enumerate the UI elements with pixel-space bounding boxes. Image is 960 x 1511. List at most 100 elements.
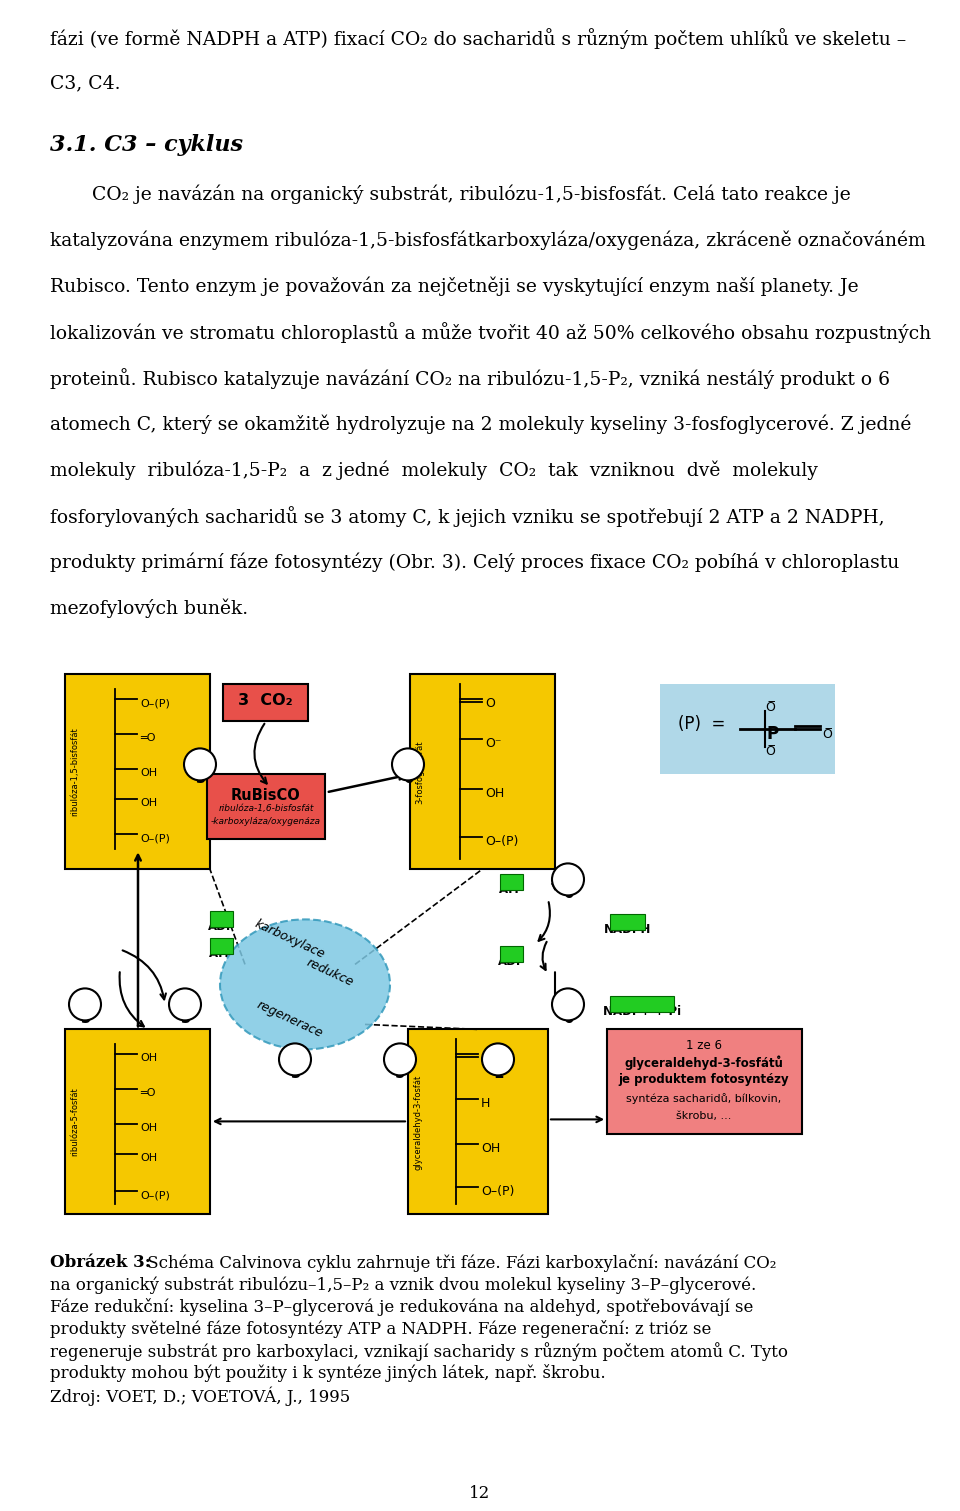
Text: 3.1. C3 – cyklus: 3.1. C3 – cyklus [50,134,243,156]
Text: C3, C4.: C3, C4. [50,74,121,92]
Text: O: O [481,1052,491,1065]
Text: O–(P): O–(P) [140,1191,170,1200]
Text: O–(P): O–(P) [481,1185,515,1198]
Text: karboxylace: karboxylace [252,917,327,961]
Text: O–(P): O–(P) [140,834,170,843]
Circle shape [552,988,584,1020]
Text: glyceraldehyd-3-fosfát: glyceraldehyd-3-fosfát [414,1074,422,1170]
Text: H: H [481,1097,491,1111]
Text: je produktem fotosyntézy: je produktem fotosyntézy [618,1073,789,1086]
Text: molekuly  ribulóza-1,5-P₂  a  z jedné  molekuly  CO₂  tak  vzniknou  dvě  moleku: molekuly ribulóza-1,5-P₂ a z jedné molek… [50,461,818,480]
Circle shape [69,988,101,1020]
Text: na organický substrát ribulózu–1,5–P₂ a vznik dvou molekul kyseliny 3–P–glycerov: na organický substrát ribulózu–1,5–P₂ a … [50,1277,756,1293]
Text: fosforylovaných sacharidů se 3 atomy C, k jejich vzniku se spotřebují 2 ATP a 2 : fosforylovaných sacharidů se 3 atomy C, … [50,506,884,527]
Text: ribulóza-1,5-bisfosfát: ribulóza-1,5-bisfosfát [70,727,80,816]
Text: OH: OH [140,769,157,778]
Text: OH: OH [140,1053,157,1064]
Bar [410,674,555,869]
Circle shape [169,988,201,1020]
Bar [500,946,523,963]
Text: CO₂ je navázán na organický substrát, ribulózu-1,5-bisfosfát. Celá tato reakce j: CO₂ je navázán na organický substrát, ri… [50,184,851,204]
Text: katalyzována enzymem ribulóza-1,5-bisfosfátkarboxyláza/oxygenáza, zkráceně označ: katalyzována enzymem ribulóza-1,5-bisfos… [50,230,925,249]
Text: regeneruje substrát pro karboxylaci, vznikají sacharidy s různým počtem atomů C.: regeneruje substrát pro karboxylaci, vzn… [50,1342,788,1361]
Text: OH: OH [481,1142,500,1154]
Circle shape [384,1044,416,1076]
Text: OH: OH [140,798,157,808]
Text: Fáze redukční: kyselina 3–P–glycerová je redukována na aldehyd, spotřebovávají s: Fáze redukční: kyselina 3–P–glycerová je… [50,1298,754,1316]
Text: ribulóza-1,6-bisfosfát: ribulóza-1,6-bisfosfát [218,804,314,813]
Circle shape [552,863,584,896]
Text: 3: 3 [180,1011,190,1026]
Bar [223,684,308,721]
Circle shape [482,1044,514,1076]
Text: ribulóza-5-fosfát: ribulóza-5-fosfát [70,1088,80,1156]
Text: 1: 1 [492,1065,503,1080]
Text: O–(P): O–(P) [485,836,518,848]
Bar [610,996,674,1012]
Text: 3-fosfoglycerát: 3-fosfoglycerát [416,740,424,804]
Bar [207,775,325,840]
Text: produkty světelné fáze fotosyntézy ATP a NADPH. Fáze regenerační: z trióz se: produkty světelné fáze fotosyntézy ATP a… [50,1321,711,1339]
Bar [210,911,233,928]
Text: mezofylových buněk.: mezofylových buněk. [50,598,248,618]
Ellipse shape [220,919,390,1050]
Text: ADP: ADP [498,955,525,969]
Text: OH: OH [485,787,504,799]
Text: ═O: ═O [140,733,156,743]
Text: -karboxyláza/oxygenáza: -karboxyláza/oxygenáza [211,817,321,827]
Text: ═O: ═O [140,1088,156,1098]
Text: syntéza sacharidů, bílkovin,: syntéza sacharidů, bílkovin, [626,1094,781,1105]
Text: OH: OH [140,1153,157,1163]
Text: atomech C, který se okamžitě hydrolyzuje na 2 molekuly kyseliny 3-fosfoglycerové: atomech C, který se okamžitě hydrolyzuje… [50,414,911,434]
Text: O⁻: O⁻ [485,737,501,749]
Text: O: O [485,697,494,710]
Text: lokalizován ve stromatu chloroplastů a může tvořit 40 až 50% celkového obsahu ro: lokalizován ve stromatu chloroplastů a m… [50,322,931,343]
Bar [500,875,523,890]
Text: Zdroj: VOET, D.; VOETOVÁ, J., 1995: Zdroj: VOET, D.; VOETOVÁ, J., 1995 [50,1387,350,1405]
Text: Rubisco. Tento enzym je považován za nejčetněji se vyskytující enzym naší planet: Rubisco. Tento enzym je považován za nej… [50,277,858,296]
Text: 6: 6 [563,885,573,901]
Text: 1 ze 6: 1 ze 6 [686,1040,722,1052]
Text: 3  CO₂: 3 CO₂ [238,694,292,707]
Text: škrobu, ...: škrobu, ... [676,1112,732,1121]
Bar [65,1029,210,1215]
Bar [660,684,835,775]
Text: O–(P): O–(P) [140,698,170,709]
Text: ADP: ADP [208,920,235,932]
Text: redukce: redukce [304,956,355,990]
Text: produkty mohou být použity i k syntéze jiných látek, např. škrobu.: produkty mohou být použity i k syntéze j… [50,1364,606,1383]
Text: glyceraldehyd-3-fosfátů: glyceraldehyd-3-fosfátů [625,1055,783,1070]
Text: ATP: ATP [209,947,234,959]
Text: RuBisCO: RuBisCO [231,789,300,804]
Text: Schéma Calvinova cyklu zahrnuje tři fáze. Fázi karboxylační: navázání CO₂: Schéma Calvinova cyklu zahrnuje tři fáze… [142,1254,777,1272]
Text: 3: 3 [290,1065,300,1080]
Text: O̅: O̅ [822,728,832,740]
Text: fázi (ve formě NADPH a ATP) fixací CO₂ do sacharidů s různým počtem uhlíků ve sk: fázi (ve formě NADPH a ATP) fixací CO₂ d… [50,29,906,48]
Text: ATP: ATP [499,882,524,896]
Bar [65,674,210,869]
Text: 3: 3 [195,771,205,786]
Text: 3: 3 [80,1011,90,1026]
Text: O̅: O̅ [765,701,775,713]
Text: P: P [767,725,780,743]
Text: OH: OH [140,1123,157,1133]
Bar [210,938,233,955]
Text: 5: 5 [395,1065,405,1080]
Text: 6: 6 [403,771,413,786]
Circle shape [279,1044,311,1076]
Text: 12: 12 [469,1485,491,1502]
Text: NADP+ + Pi: NADP+ + Pi [603,1005,681,1018]
Bar [607,1029,802,1135]
Text: Obrázek 3:: Obrázek 3: [50,1254,151,1271]
Text: produkty primární fáze fotosyntézy (Obr. 3). Celý proces fixace CO₂ pobíhá v chl: produkty primární fáze fotosyntézy (Obr.… [50,553,900,571]
Text: (P)  =: (P) = [678,715,726,733]
Text: proteinů. Rubisco katalyzuje navázání CO₂ na ribulózu-1,5-P₂, vzniká nestálý pro: proteinů. Rubisco katalyzuje navázání CO… [50,369,890,390]
Text: NADPH: NADPH [604,923,651,935]
Circle shape [184,748,216,780]
Text: O̅: O̅ [765,745,775,759]
Bar [408,1029,548,1215]
Circle shape [392,748,424,780]
Bar [610,914,645,931]
Text: regenerace: regenerace [254,999,325,1041]
Text: 6: 6 [563,1011,573,1026]
